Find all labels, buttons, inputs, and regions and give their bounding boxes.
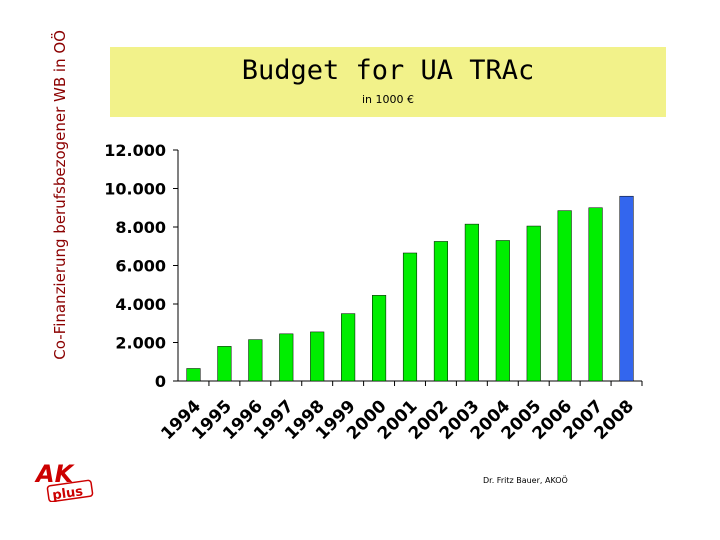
- bar-2002: [433, 241, 448, 382]
- bar-1994: [186, 368, 201, 382]
- y-tick-label: 4.000: [115, 295, 166, 314]
- y-tick-label: 6.000: [115, 257, 166, 276]
- bar-2001: [402, 252, 418, 382]
- ak-plus-logo: AK plus: [34, 460, 94, 502]
- y-tick-label: 8.000: [115, 218, 166, 237]
- y-tick-label: 2.000: [115, 334, 166, 353]
- bar-2007: [588, 207, 603, 382]
- y-tick-label: 0: [155, 372, 166, 391]
- bar-2006: [557, 210, 572, 382]
- bar-2004: [495, 240, 510, 382]
- bar-2008: [619, 195, 634, 382]
- x-axis-labels: 1994199519961997199819992000200120022003…: [157, 396, 638, 444]
- bar-2003: [464, 223, 479, 382]
- bar-1997: [279, 333, 294, 382]
- chart-title: Budget for UA TRAc: [241, 55, 535, 86]
- logo-text-plus: plus: [51, 484, 84, 502]
- bar-2000: [372, 295, 387, 382]
- footer-credit: Dr. Fritz Bauer, AKOÖ: [483, 476, 568, 485]
- bar-1996: [248, 339, 263, 382]
- bar-1998: [310, 331, 325, 382]
- bar-1995: [217, 346, 232, 382]
- title-box: Budget for UA TRAc in 1000 €: [110, 47, 666, 117]
- y-tick-label: 12.000: [104, 141, 166, 160]
- y-axis-ticks: 0 2.000 4.000 6.000 8.000 10.000 12.000: [104, 141, 178, 391]
- chart-subtitle: in 1000 €: [361, 93, 414, 106]
- bar-2005: [526, 225, 541, 382]
- y-tick-label: 10.000: [104, 180, 166, 199]
- bar-1999: [341, 313, 356, 382]
- bars: [186, 195, 643, 386]
